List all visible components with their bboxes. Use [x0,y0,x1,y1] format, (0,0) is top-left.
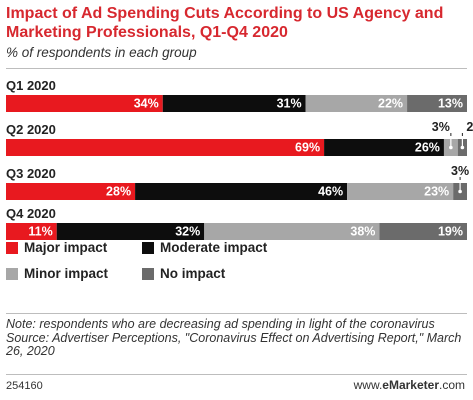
data-label: 3% [451,164,469,178]
chart-title: Impact of Ad Spending Cuts According to … [6,5,444,41]
legend-minor: Minor impact [6,266,108,281]
footer-divider [6,374,467,375]
bar-segment-major-impact [6,95,163,112]
bar-segment-minor-impact [347,183,454,200]
brand-logo: www.eMarketer.com [354,378,465,392]
bar-segment-no-impact [407,95,467,112]
data-label: 11% [28,225,52,239]
bar-segment-minor-impact [204,223,380,240]
callout-dot [460,145,465,150]
legend-none: No impact [142,266,225,281]
legend-major: Major impact [6,240,107,255]
legend-label-none: No impact [160,266,226,281]
bar-segment-moderate-impact [56,223,205,240]
data-label: 3% [432,120,450,134]
bar-segment-moderate-impact [135,183,348,200]
legend-label-minor: Minor impact [24,266,109,281]
chart-id: 254160 [6,380,43,392]
data-label: 22% [378,97,403,111]
data-label: 34% [134,97,159,111]
chart-subtitle: % of respondents in each group [6,45,197,60]
data-label: 31% [277,97,302,111]
data-label: 26% [415,141,440,155]
legend-swatch-major [6,241,18,254]
bottom-divider [6,313,467,314]
bar-segment-moderate-impact [162,95,306,112]
callout-dot [449,145,453,150]
bar-segment-no-impact [379,223,467,240]
category-label: Q1 2020 [6,78,56,93]
top-divider [6,68,467,69]
bar-segment-major-impact [6,139,325,156]
data-label: 28% [106,185,131,199]
category-label: Q3 2020 [6,166,56,181]
brand-suffix: .com [438,378,465,392]
footnote: Note: respondents who are decreasing ad … [6,317,466,359]
callout-dot [458,189,462,194]
category-label: Q4 2020 [6,206,56,221]
legend-label-moderate: Moderate impact [160,240,268,255]
note-text: Note: respondents who are decreasing ad … [6,317,435,331]
brand-name: eMarketer [382,378,439,392]
data-label: 46% [318,185,343,199]
data-label: 2% [466,120,473,134]
legend-swatch-none [142,267,154,280]
data-label: 69% [295,141,320,155]
data-label: 13% [438,97,463,111]
source-text: Source: Advertiser Perceptions, "Coronav… [6,330,462,358]
bar-segment-major-impact [6,223,57,240]
brand-prefix: www. [353,378,383,392]
legend-moderate: Moderate impact [142,240,267,255]
bar-segment-moderate-impact [324,139,444,156]
category-label: Q2 2020 [6,122,56,137]
data-label: 38% [350,225,375,239]
legend-swatch-moderate [142,241,154,254]
bar-segment-major-impact [6,183,136,200]
legend-swatch-minor [6,267,18,280]
bar-segment-minor-impact [305,95,408,112]
data-label: 19% [438,225,463,239]
data-label: 23% [424,185,449,199]
legend-label-major: Major impact [24,240,108,255]
data-label: 32% [175,225,200,239]
stacked-bar-chart: Q1 2020 34% 31% 22% 13% Q2 2020 69% 26% 3% 2% Q3 2… [6,78,473,240]
